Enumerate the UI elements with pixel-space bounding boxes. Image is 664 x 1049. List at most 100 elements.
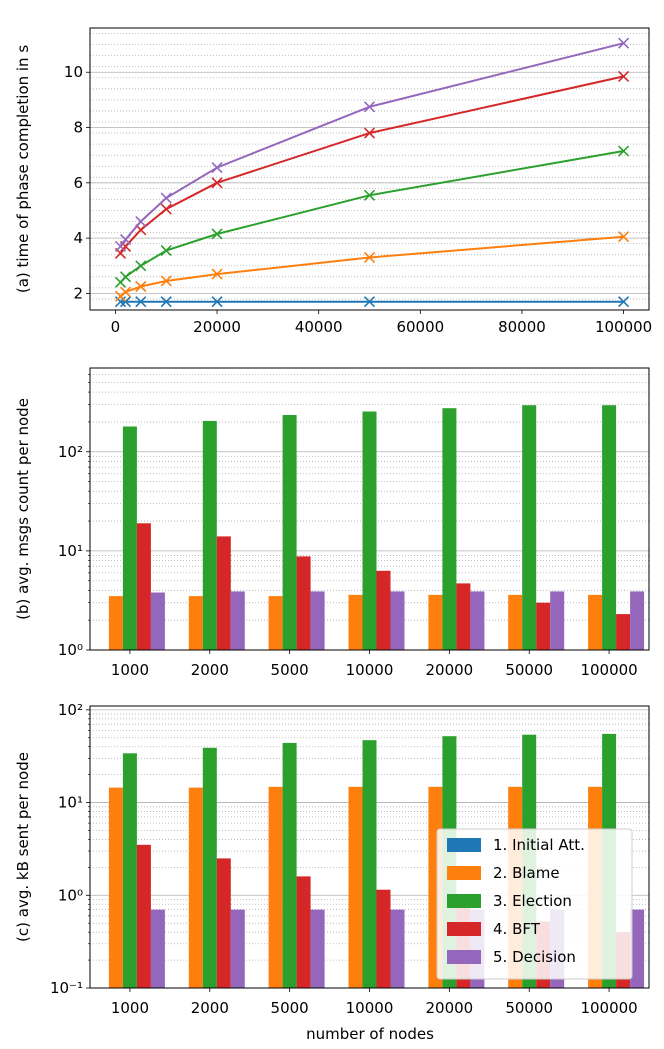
- marker-stroke: [135, 224, 147, 236]
- data-point-marker: [211, 268, 223, 280]
- marker-stroke: [160, 192, 172, 204]
- panel-a-grid: [90, 33, 649, 311]
- bar-series-3: [362, 411, 377, 650]
- marker-stroke: [363, 296, 376, 308]
- bar-series-4: [456, 583, 471, 650]
- legend: 1. Initial Att. 2. Blame 3. Election 4. BFT…: [436, 828, 633, 980]
- panel-c-xtick-label: 20000: [425, 999, 473, 1017]
- data-point-marker: [618, 145, 630, 157]
- panel-c-xtick-label: 2000: [191, 999, 229, 1017]
- legend-label-2: 2. Blame: [493, 864, 560, 882]
- marker-stroke: [120, 233, 132, 246]
- panel-a-ytick-label: 4: [73, 229, 83, 247]
- panel-c-ticks: 10⁻¹ 10⁰ 10¹ 10² 1000 2000 5000 10000 20000 50000…: [50, 701, 638, 1017]
- marker-stroke: [120, 286, 132, 298]
- marker-stroke: [618, 145, 630, 157]
- panel-a-xtick-label: 40000: [295, 318, 343, 336]
- panel-b-xtick-label: 1000: [111, 661, 149, 679]
- data-point-marker: [618, 70, 630, 82]
- data-point-marker: [120, 271, 132, 283]
- data-point-marker: [618, 296, 630, 308]
- bar-series-5: [310, 909, 325, 988]
- bar-series-2: [188, 787, 203, 988]
- data-point-marker: [160, 275, 172, 287]
- bar-series-2: [108, 787, 123, 988]
- marker-stroke: [618, 231, 630, 243]
- panel-b-ticks: 10⁰ 10¹ 10² 1000 2000 5000 10000 20000 50000 1000…: [58, 374, 638, 679]
- legend-swatch-3: [447, 894, 481, 908]
- panel-a-ylabel: (a) time of phase completion in s: [14, 45, 32, 293]
- bar-series-5: [630, 909, 645, 988]
- legend-swatch-5: [447, 950, 481, 964]
- panel-b-ytick-label: 10²: [58, 443, 83, 461]
- bar-series-5: [150, 592, 165, 650]
- marker-stroke: [135, 296, 147, 308]
- bar-series-4: [376, 889, 391, 988]
- data-point-marker: [160, 296, 172, 308]
- bar-series-4: [376, 570, 391, 650]
- marker-stroke: [160, 244, 172, 257]
- bar-series-4: [296, 876, 311, 988]
- bar-series-2: [108, 596, 123, 650]
- panel-a-xtick-label: 0: [111, 318, 121, 336]
- bar-series-5: [550, 591, 565, 650]
- bar-series-3: [362, 740, 377, 988]
- marker-stroke: [618, 70, 630, 82]
- data-point-marker: [120, 286, 132, 298]
- panel-c-ytick-label: 10⁻¹: [50, 979, 83, 997]
- marker-stroke: [211, 228, 223, 240]
- panel-c-xtick-label: 50000: [505, 999, 553, 1017]
- marker-stroke: [211, 268, 223, 280]
- panel-a-ytick-label: 2: [73, 284, 83, 302]
- panel-b-ytick-label: 10⁰: [58, 641, 83, 659]
- panel-a-marks: [114, 37, 630, 308]
- bar-series-4: [296, 556, 311, 650]
- bar-series-2: [428, 594, 443, 650]
- marker-stroke: [363, 189, 376, 201]
- panel-b-xtick-label: 5000: [271, 661, 309, 679]
- panel-a-xtick-label: 20000: [193, 318, 241, 336]
- panel-a: 2 4 6 8 10 0 20000 40000 60000 80000 100000 (a) ti…: [14, 27, 652, 336]
- data-point-marker: [363, 189, 376, 201]
- bar-series-3: [202, 420, 217, 650]
- data-point-marker: [160, 192, 172, 204]
- legend-swatch-1: [447, 838, 481, 852]
- bar-series-3: [202, 747, 217, 988]
- marker-stroke: [135, 260, 147, 272]
- bar-series-5: [230, 591, 245, 650]
- bar-series-2: [348, 594, 363, 650]
- marker-stroke: [120, 296, 132, 308]
- bar-series-4: [216, 858, 231, 988]
- marker-stroke: [618, 296, 630, 308]
- panel-c-xtick-label: 1000: [111, 999, 149, 1017]
- data-point-marker: [363, 101, 376, 113]
- bar-series-2: [268, 596, 283, 650]
- panel-b-ytick-label: 10¹: [58, 542, 83, 560]
- bar-series-5: [310, 591, 325, 650]
- data-point-marker: [114, 240, 127, 252]
- panel-b-xtick-label: 2000: [191, 661, 229, 679]
- marker-stroke: [120, 271, 132, 283]
- bar-series-2: [508, 594, 523, 650]
- marker-stroke: [363, 251, 376, 264]
- bar-series-3: [442, 408, 457, 650]
- panel-c-ytick-label: 10⁰: [58, 886, 83, 904]
- panel-c-xlabel: number of nodes: [306, 1025, 434, 1043]
- data-point-marker: [363, 296, 376, 308]
- panel-b-xtick-label: 20000: [425, 661, 473, 679]
- panel-c-ylabel: (c) avg. kB sent per node: [14, 752, 32, 942]
- legend-swatch-2: [447, 866, 481, 880]
- marker-stroke: [114, 296, 127, 308]
- data-point-marker: [618, 37, 630, 49]
- panel-b-marks: [108, 405, 645, 650]
- panel-c-xtick-label: 100000: [580, 999, 637, 1017]
- panel-a-ytick-label: 10: [64, 63, 83, 81]
- data-point-marker: [160, 203, 172, 215]
- series-line-3: [119, 150, 624, 284]
- data-point-marker: [135, 215, 147, 228]
- bar-series-3: [602, 405, 617, 650]
- data-point-marker: [211, 228, 223, 240]
- legend-box: [436, 828, 633, 980]
- marker-stroke: [135, 280, 147, 293]
